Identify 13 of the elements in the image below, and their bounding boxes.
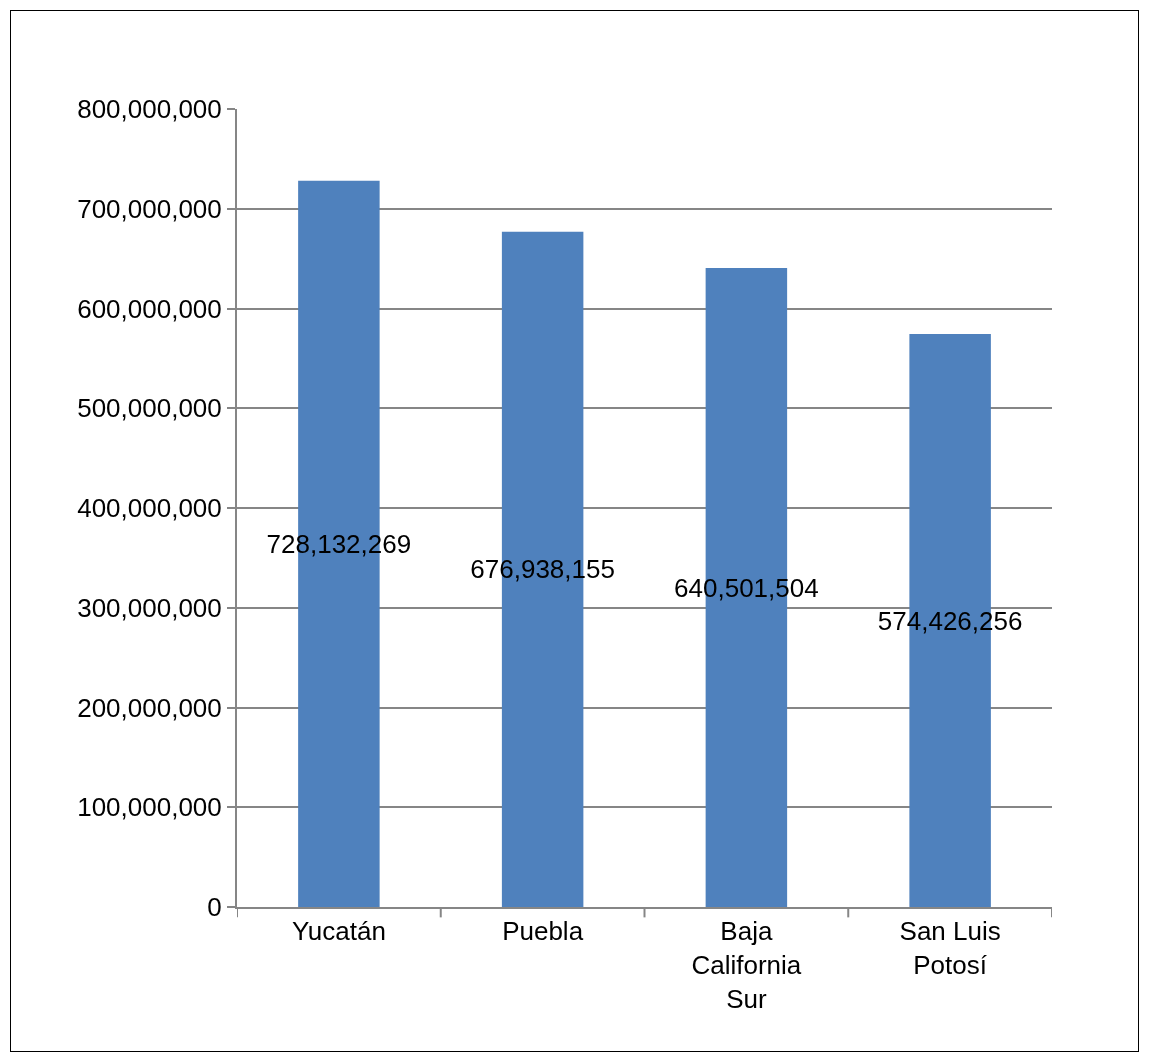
y-tick-label: 200,000,000 [77,692,222,723]
x-tick-label: Puebla [502,916,584,947]
y-tick-label: 300,000,000 [77,592,222,623]
x-tick-label: San Luis Potosí [899,916,1001,980]
y-tick-label: 0 [207,892,222,923]
y-tick-label: 500,000,000 [77,393,222,424]
y-tick-label: 600,000,000 [77,293,222,324]
x-tick-label: Yucatán [291,916,386,947]
y-tick-label: 400,000,000 [77,493,222,524]
y-tick-label: 100,000,000 [77,792,222,823]
x-tick-label: Baja California Sur [691,916,802,1014]
y-tick-label: 800,000,000 [77,94,222,125]
y-tick-label: 700,000,000 [77,193,222,224]
